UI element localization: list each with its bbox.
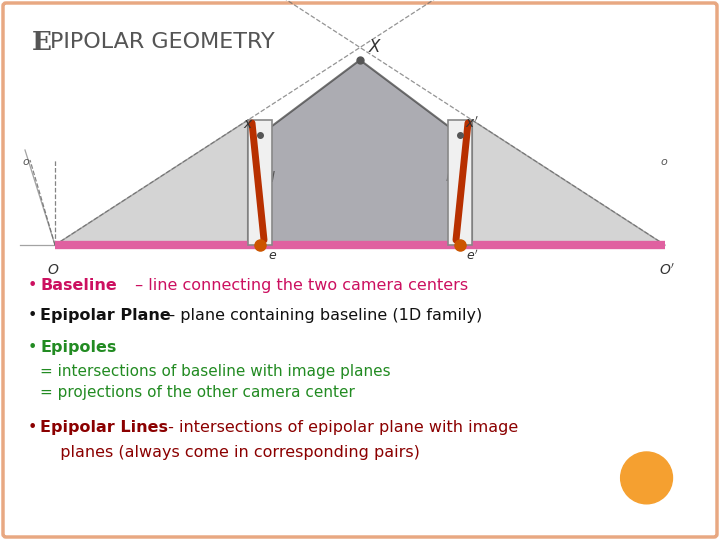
Text: $X$: $X$ xyxy=(368,38,382,56)
Text: planes (always come in corresponding pairs): planes (always come in corresponding pai… xyxy=(50,445,420,460)
Text: – line connecting the two camera centers: – line connecting the two camera centers xyxy=(130,278,468,293)
Text: •: • xyxy=(28,340,37,355)
FancyBboxPatch shape xyxy=(3,3,717,537)
Text: $o$: $o$ xyxy=(660,157,668,167)
Text: = projections of the other camera center: = projections of the other camera center xyxy=(40,385,355,400)
Text: Epipoles: Epipoles xyxy=(40,340,117,355)
Text: $O'$: $O'$ xyxy=(659,263,675,278)
Text: $l'$: $l'$ xyxy=(445,170,454,185)
Text: Baseline: Baseline xyxy=(40,278,117,293)
Text: Epipolar Plane: Epipolar Plane xyxy=(40,308,171,323)
Text: •: • xyxy=(28,278,37,293)
Text: - intersections of epipolar plane with image: - intersections of epipolar plane with i… xyxy=(163,420,518,435)
Text: •: • xyxy=(28,308,37,323)
Text: •: • xyxy=(28,420,37,435)
Text: $x$: $x$ xyxy=(243,117,254,131)
Text: $l$: $l$ xyxy=(270,170,276,185)
Polygon shape xyxy=(55,120,248,245)
Polygon shape xyxy=(248,120,272,245)
Text: $e'$: $e'$ xyxy=(466,249,479,264)
Text: – plane containing baseline (1D family): – plane containing baseline (1D family) xyxy=(162,308,482,323)
Text: $O$: $O$ xyxy=(47,263,59,277)
Polygon shape xyxy=(472,120,665,245)
Text: E: E xyxy=(32,30,52,55)
Text: $o$: $o$ xyxy=(22,157,30,167)
Text: Epipolar Lines: Epipolar Lines xyxy=(40,420,168,435)
Polygon shape xyxy=(448,120,472,245)
Text: = intersections of baseline with image planes: = intersections of baseline with image p… xyxy=(40,364,391,379)
Text: PIPOLAR GEOMETRY: PIPOLAR GEOMETRY xyxy=(50,32,275,52)
Polygon shape xyxy=(55,60,665,245)
Circle shape xyxy=(621,452,672,504)
Text: $e$: $e$ xyxy=(268,249,277,262)
Text: $x'$: $x'$ xyxy=(465,116,479,131)
